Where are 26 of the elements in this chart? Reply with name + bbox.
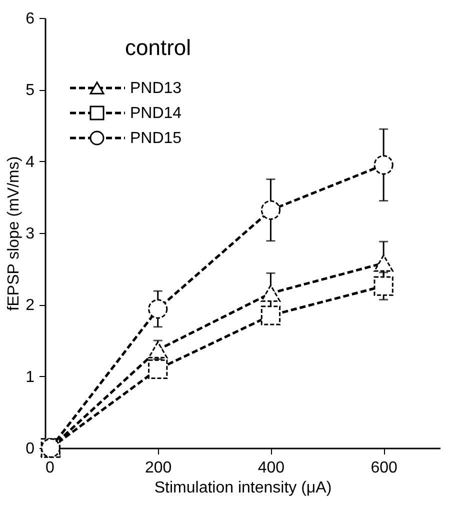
point bbox=[260, 284, 281, 302]
point bbox=[260, 306, 281, 326]
y-tick-label: 0 bbox=[26, 440, 35, 458]
y-axis-title: fEPSP slope (mV/ms) bbox=[6, 156, 23, 311]
y-tick-label: 6 bbox=[26, 10, 35, 28]
point bbox=[374, 155, 394, 175]
y-tick-label: 5 bbox=[26, 82, 35, 100]
legend-label: PND15 bbox=[130, 130, 182, 147]
legend-label: PND13 bbox=[130, 80, 182, 97]
point bbox=[374, 254, 394, 272]
annotation: control bbox=[125, 35, 192, 60]
y-tick-label: 4 bbox=[26, 154, 35, 171]
y-tick-label: 1 bbox=[26, 368, 35, 386]
x-tick-label: 200 bbox=[145, 460, 172, 476]
point bbox=[374, 276, 394, 296]
y-tick-label: 2 bbox=[26, 297, 35, 314]
y-tick-label: 3 bbox=[26, 226, 35, 242]
x-axis-title: Stimulation intensity (μA) bbox=[154, 480, 332, 496]
x-tick-label: 400 bbox=[258, 460, 285, 476]
point bbox=[148, 341, 168, 358]
point bbox=[148, 299, 168, 319]
x-tick-label: 600 bbox=[370, 460, 398, 476]
x-tick-label: 0 bbox=[46, 460, 54, 476]
point bbox=[260, 200, 281, 220]
point bbox=[148, 359, 168, 379]
legend-label: PND14 bbox=[130, 105, 182, 122]
